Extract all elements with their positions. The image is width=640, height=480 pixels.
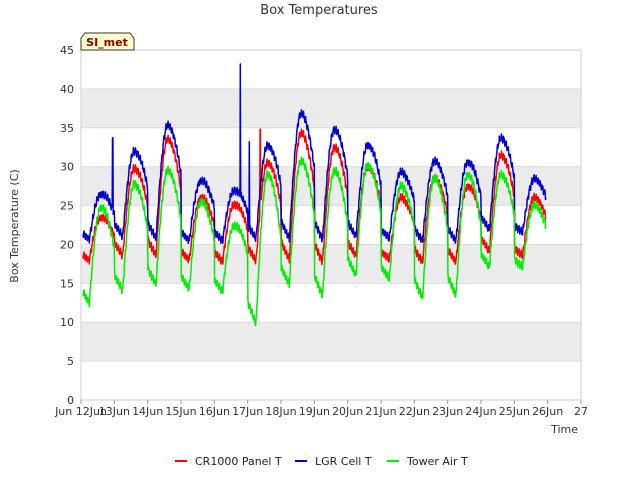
y-tick-label: 15: [60, 277, 74, 290]
chart-title: Box Temperatures: [260, 3, 378, 18]
x-tick-label: 26Jun: [532, 405, 563, 418]
x-tick-label: 14Jun: [132, 405, 163, 418]
x-tick-label: 17Jun: [232, 405, 263, 418]
plot-band: [81, 88, 581, 128]
x-tick-label: 19Jun: [299, 405, 330, 418]
y-tick-label: 35: [60, 122, 74, 135]
plot-band: [81, 205, 581, 245]
station-tag-label: SI_met: [86, 36, 128, 49]
x-tick-label: 13Jun: [99, 405, 130, 418]
y-tick-label: 0: [67, 394, 74, 407]
legend: CR1000 Panel T LGR Cell T Tower Air T: [175, 455, 468, 468]
plot-band: [81, 50, 581, 89]
y-tick-label: 45: [60, 44, 74, 57]
y-tick-label: 20: [60, 238, 74, 251]
x-tick-label: 16Jun: [199, 405, 230, 418]
x-tick-label: 25Jun: [499, 405, 530, 418]
station-tag: SI_met: [80, 32, 135, 51]
y-tick-label: 30: [60, 161, 74, 174]
x-tick-label: Jun 12Jun: [54, 405, 107, 418]
x-tick-label: 15Jun: [165, 405, 196, 418]
legend-label: Tower Air T: [406, 455, 468, 468]
plot-band: [81, 244, 581, 284]
y-tick-label: 25: [60, 200, 74, 213]
x-tick-label: 24Jun: [465, 405, 496, 418]
series-line-2: [82, 63, 547, 245]
x-tick-label: 21Jun: [365, 405, 396, 418]
x-tick-label: 27: [574, 405, 588, 418]
plot-band: [81, 361, 581, 400]
plot-band: [81, 283, 581, 323]
y-tick-label: 40: [60, 83, 74, 96]
plot-background: [81, 50, 581, 400]
x-tick-label: 22Jun: [399, 405, 430, 418]
station-tag-box: [80, 32, 135, 51]
y-axis-title: Box Temperature (C): [8, 169, 21, 282]
x-tick-label: 23Jun: [432, 405, 463, 418]
x-axis-title: Time: [550, 423, 578, 436]
x-tick-label: 20Jun: [332, 405, 363, 418]
y-axis-ticks: 0 5 10 15 20 25 30 35 40 45: [60, 44, 74, 407]
legend-label: LGR Cell T: [315, 455, 372, 468]
plot-frame: [80, 49, 582, 401]
y-tick-label: 10: [60, 316, 74, 329]
series-line-3: [82, 156, 547, 327]
series-layer: [82, 63, 547, 327]
legend-label: CR1000 Panel T: [195, 455, 282, 468]
y-tick-label: 5: [67, 355, 74, 368]
plot-band: [81, 322, 581, 362]
x-tick-label: 18Jun: [265, 405, 296, 418]
